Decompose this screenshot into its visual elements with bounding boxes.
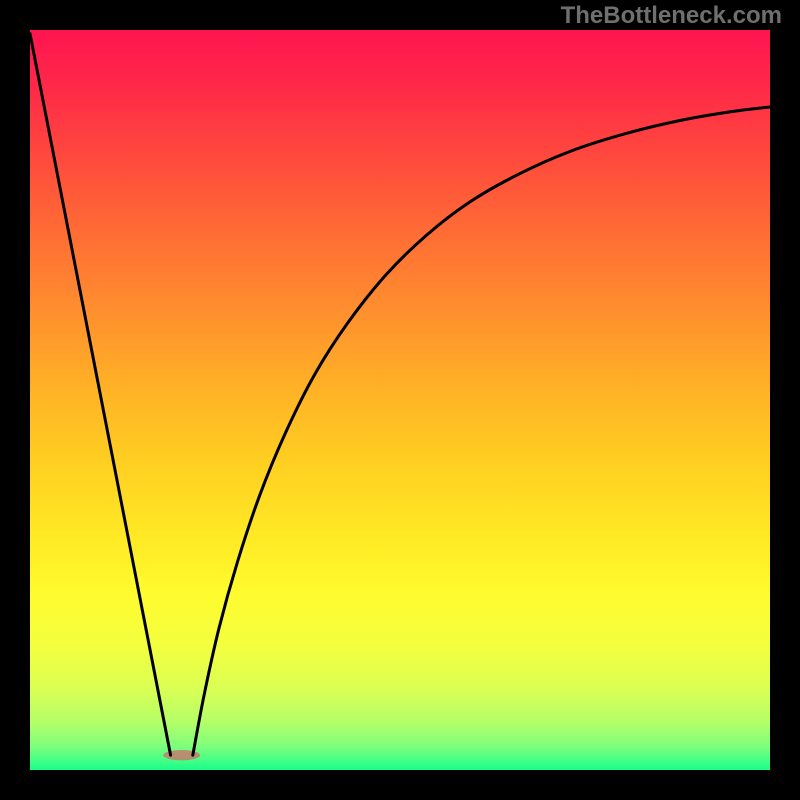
watermark-text: TheBottleneck.com (561, 2, 782, 30)
plot-area (30, 30, 770, 770)
right-curve-line (193, 107, 770, 755)
figure-root: TheBottleneck.com (0, 0, 800, 800)
left-slope-line (30, 34, 171, 756)
curves-layer (30, 30, 770, 770)
